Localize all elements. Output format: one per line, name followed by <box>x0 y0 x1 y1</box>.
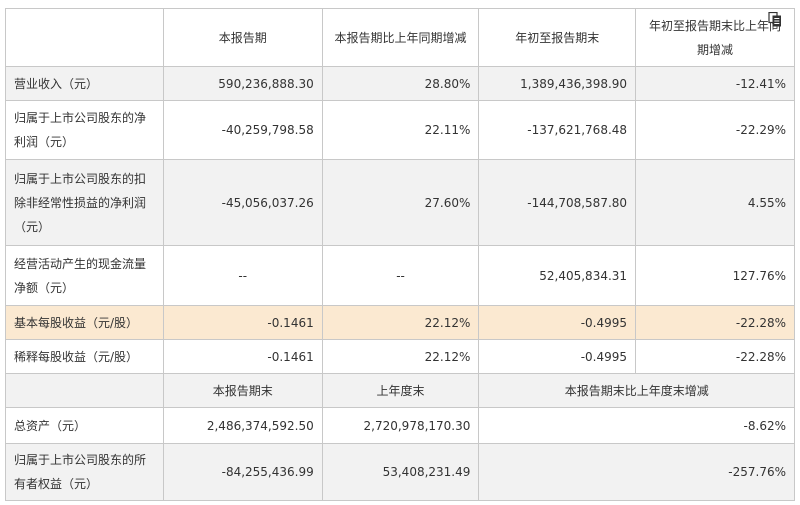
row-label: 总资产（元） <box>5 407 164 444</box>
cell-value: -22.28% <box>635 305 795 340</box>
subheader-prior-year-end: 上年度末 <box>321 373 480 408</box>
header-ytd-yoy: 年初至报告期末比上年同期增减 <box>635 8 795 67</box>
cell-value: 590,236,888.30 <box>162 66 323 101</box>
row-label: 稀释每股收益（元/股） <box>5 339 164 374</box>
financial-data-table: 本报告期 本报告期比上年同期增减 年初至报告期末 年初至报告期末比上年同期增减 … <box>5 8 795 501</box>
header-row: 本报告期 本报告期比上年同期增减 年初至报告期末 年初至报告期末比上年同期增减 <box>5 8 795 67</box>
cell-value: 2,720,978,170.30 <box>321 407 480 444</box>
header-current-period-yoy: 本报告期比上年同期增减 <box>321 8 480 67</box>
cell-value: -- <box>321 245 480 306</box>
subheader-change: 本报告期末比上年度末增减 <box>478 373 795 408</box>
cell-value: 22.12% <box>321 305 480 340</box>
cell-value: -144,708,587.80 <box>478 159 637 246</box>
cell-value: -8.62% <box>478 407 795 444</box>
cell-value: 1,389,436,398.90 <box>478 66 637 101</box>
table-row-highlighted: 基本每股收益（元/股） -0.1461 22.12% -0.4995 -22.2… <box>5 305 795 340</box>
table-row: 归属于上市公司股东的扣除非经常性损益的净利润（元） -45,056,037.26… <box>5 159 795 246</box>
cell-value: 27.60% <box>321 159 480 246</box>
table-row: 总资产（元） 2,486,374,592.50 2,720,978,170.30… <box>5 407 795 444</box>
table-row: 归属于上市公司股东的净利润（元） -40,259,798.58 22.11% -… <box>5 100 795 160</box>
row-label: 归属于上市公司股东的所有者权益（元） <box>5 443 164 501</box>
cell-value: 4.55% <box>635 159 795 246</box>
cell-value: -0.4995 <box>478 339 637 374</box>
header-empty-cell <box>5 8 164 67</box>
row-label: 基本每股收益（元/股） <box>5 305 164 340</box>
cell-value: -0.1461 <box>162 305 323 340</box>
cell-value: -45,056,037.26 <box>162 159 323 246</box>
table-row: 归属于上市公司股东的所有者权益（元） -84,255,436.99 53,408… <box>5 443 795 501</box>
cell-value: 52,405,834.31 <box>478 245 637 306</box>
cell-value: -84,255,436.99 <box>162 443 323 501</box>
cell-value: 53,408,231.49 <box>321 443 480 501</box>
subheader-row: 本报告期末 上年度末 本报告期末比上年度末增减 <box>5 373 795 408</box>
subheader-period-end: 本报告期末 <box>162 373 323 408</box>
cell-value: 22.12% <box>321 339 480 374</box>
cell-value: 127.76% <box>635 245 795 306</box>
header-current-period: 本报告期 <box>162 8 323 67</box>
subheader-empty-cell <box>5 373 164 408</box>
cell-value: 2,486,374,592.50 <box>162 407 323 444</box>
row-label: 经营活动产生的现金流量净额（元） <box>5 245 164 306</box>
table-row: 经营活动产生的现金流量净额（元） -- -- 52,405,834.31 127… <box>5 245 795 306</box>
table-row: 营业收入（元） 590,236,888.30 28.80% 1,389,436,… <box>5 66 795 101</box>
cell-value: -22.29% <box>635 100 795 160</box>
cell-value: 28.80% <box>321 66 480 101</box>
header-ytd-yoy-text: 年初至报告期末比上年同期增减 <box>649 18 782 57</box>
cell-value: -- <box>162 245 323 306</box>
cell-value: -40,259,798.58 <box>162 100 323 160</box>
row-label: 营业收入（元） <box>5 66 164 101</box>
cell-value: -22.28% <box>635 339 795 374</box>
cell-value: -12.41% <box>635 66 795 101</box>
header-ytd: 年初至报告期末 <box>478 8 637 67</box>
copy-document-icon[interactable] <box>768 12 782 27</box>
cell-value: 22.11% <box>321 100 480 160</box>
cell-value: -137,621,768.48 <box>478 100 637 160</box>
row-label: 归属于上市公司股东的净利润（元） <box>5 100 164 160</box>
table-row: 稀释每股收益（元/股） -0.1461 22.12% -0.4995 -22.2… <box>5 339 795 374</box>
cell-value: -0.4995 <box>478 305 637 340</box>
cell-value: -0.1461 <box>162 339 323 374</box>
cell-value: -257.76% <box>478 443 795 501</box>
row-label: 归属于上市公司股东的扣除非经常性损益的净利润（元） <box>5 159 164 246</box>
